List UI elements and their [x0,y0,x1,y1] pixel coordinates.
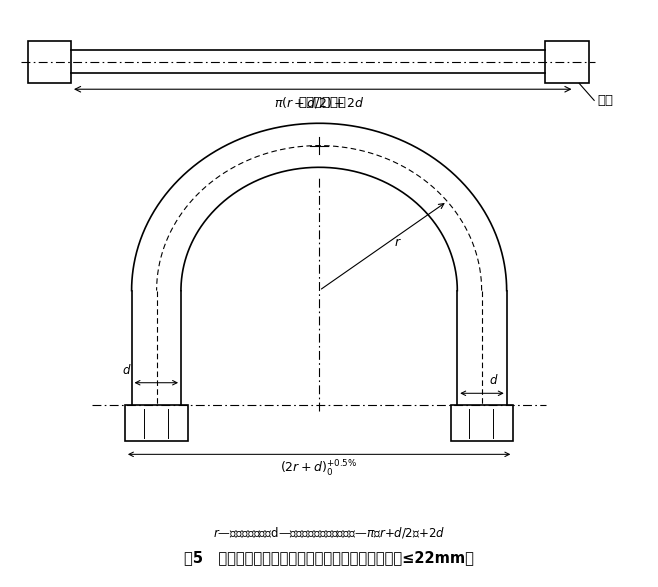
Text: $r$—最小弯曲半径；d—软管外径；软管暴露长度—$\pi$（$r$+$d$/2）+2$d$: $r$—最小弯曲半径；d—软管外径；软管暴露长度—$\pi$（$r$+$d$/2… [213,525,445,540]
Text: d: d [490,375,497,387]
Text: d: d [122,364,130,377]
Text: $\pi(r+d/2)+2d$: $\pi(r+d/2)+2d$ [274,95,365,110]
Text: r: r [395,237,400,249]
Bar [451,405,513,441]
Bar [545,41,589,83]
Text: 接头: 接头 [597,94,613,107]
Bar [28,41,71,83]
Text: 软管暴露长度: 软管暴露长度 [299,96,347,109]
Text: $(2r+d)_{0}^{+0.5\%}$: $(2r+d)_{0}^{+0.5\%}$ [280,458,358,478]
Bar [125,405,188,441]
Text: 图5   耐脉冲疲劳性试验软管及附件安装图（公称内径≤22mm）: 图5 耐脉冲疲劳性试验软管及附件安装图（公称内径≤22mm） [184,550,474,565]
